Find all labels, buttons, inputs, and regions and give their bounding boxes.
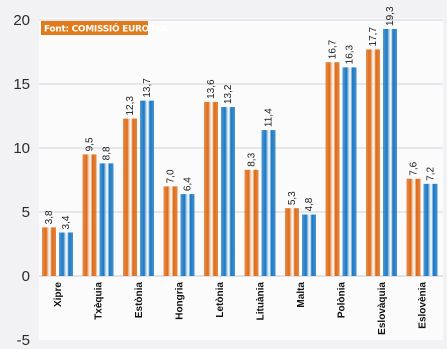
bar	[140, 100, 154, 276]
bar-value-label: 4,8	[304, 197, 315, 211]
category-label: Polònia	[337, 282, 348, 319]
bar-value-label: 9,5	[85, 137, 96, 151]
bar-value-label: 17,7	[368, 27, 379, 47]
bar	[302, 214, 316, 276]
bar	[59, 232, 73, 276]
source-note: Font: COMISSIÓ EUROPEA	[41, 21, 168, 35]
bar	[406, 178, 421, 276]
bar-value-label: 3,4	[61, 215, 72, 229]
bar	[342, 67, 357, 276]
bar	[423, 183, 438, 276]
category-label: Xipre	[53, 282, 64, 307]
bar	[180, 194, 195, 276]
category-label: Txèquia	[94, 282, 105, 320]
bar	[163, 186, 178, 276]
bar-value-label: 13,2	[223, 84, 234, 104]
bar	[221, 107, 235, 276]
y-axis-tick-labels: 20 15 10 5 0 -5	[13, 12, 30, 349]
bar-value-label: 5,3	[287, 191, 298, 205]
category-label: Lituània	[256, 282, 267, 321]
bar	[204, 101, 218, 276]
bar-value-label: 7,6	[409, 161, 420, 175]
value-labels: 3,8 3,4 9,5 8,8 12,3 13,7 7,0 6,4 13,6 13,2 8,3 11,…	[44, 6, 437, 229]
category-label: Eslovàquia	[377, 282, 388, 335]
bar	[244, 169, 259, 276]
y-tick-label: -5	[17, 332, 30, 349]
bar	[123, 118, 137, 276]
bar-value-label: 13,7	[142, 78, 153, 98]
bar	[82, 154, 97, 276]
bar	[261, 130, 276, 276]
y-tick-label: 0	[22, 268, 30, 285]
bar-value-label: 8,3	[247, 152, 258, 166]
y-tick-label: 20	[13, 12, 30, 29]
bar-value-label: 7,2	[426, 167, 437, 181]
bar	[42, 227, 56, 276]
bar-value-label: 16,7	[328, 39, 339, 59]
bar-value-label: 7,0	[166, 169, 177, 183]
bar	[99, 163, 114, 276]
bar	[366, 49, 380, 276]
bar-value-label: 8,8	[102, 146, 113, 160]
bar	[383, 28, 397, 277]
category-labels: Xipre Txèquia Estònia Hongria Letònia Lituàni…	[53, 282, 429, 335]
y-tick-label: 5	[22, 204, 30, 221]
category-label: Letònia	[215, 282, 226, 318]
y-tick-label: 15	[13, 76, 30, 93]
category-label: Hongria	[175, 282, 186, 320]
source-note-text: Font: COMISSIÓ EUROPEA	[44, 23, 168, 35]
bar-value-label: 13,6	[206, 79, 217, 99]
bar-value-label: 11,4	[264, 108, 275, 127]
category-label: Estònia	[134, 282, 145, 319]
bar-value-label: 19,3	[385, 6, 396, 26]
bar-value-label: 3,8	[44, 210, 55, 224]
bars	[42, 28, 438, 277]
bar-value-label: 16,3	[345, 44, 356, 64]
category-label: Eslovènia	[418, 282, 429, 329]
bar-value-label: 6,4	[183, 177, 194, 191]
source-note-box	[41, 21, 148, 35]
category-label: Malta	[296, 282, 307, 308]
bar	[285, 208, 299, 276]
bar-value-label: 12,3	[125, 96, 136, 116]
bar	[325, 62, 340, 276]
y-tick-label: 10	[13, 140, 30, 157]
